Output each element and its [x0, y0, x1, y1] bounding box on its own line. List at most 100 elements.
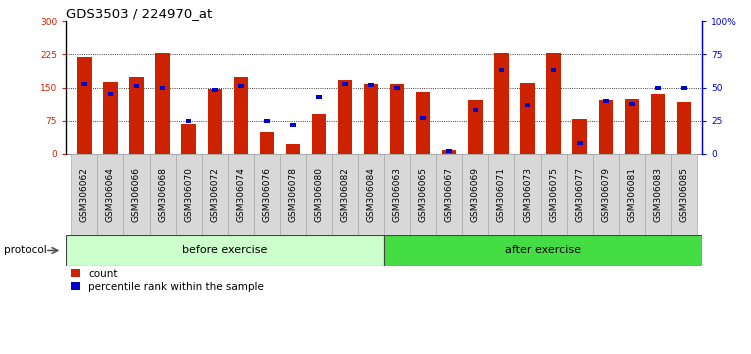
Bar	[129, 76, 143, 154]
FancyBboxPatch shape	[593, 154, 619, 235]
Text: GSM306084: GSM306084	[366, 167, 376, 222]
Text: after exercise: after exercise	[505, 245, 581, 256]
Text: GSM306068: GSM306068	[158, 167, 167, 222]
Bar	[390, 84, 404, 154]
Bar	[421, 116, 426, 120]
FancyBboxPatch shape	[514, 154, 541, 235]
Bar	[625, 99, 639, 154]
Bar	[160, 86, 165, 90]
FancyBboxPatch shape	[645, 154, 671, 235]
Bar	[212, 88, 218, 92]
Legend: count, percentile rank within the sample: count, percentile rank within the sample	[71, 269, 264, 292]
Text: GSM306072: GSM306072	[210, 167, 219, 222]
Bar	[264, 119, 270, 123]
Bar	[442, 150, 457, 154]
Bar	[494, 53, 508, 154]
Bar	[185, 119, 192, 123]
FancyBboxPatch shape	[566, 154, 593, 235]
Bar	[655, 86, 661, 90]
Bar	[681, 86, 687, 90]
Bar	[312, 114, 326, 154]
Bar	[103, 82, 118, 154]
FancyBboxPatch shape	[202, 154, 228, 235]
Text: GSM306069: GSM306069	[471, 167, 480, 222]
Bar	[677, 102, 691, 154]
Bar	[260, 132, 274, 154]
Bar	[550, 68, 556, 72]
Bar	[338, 80, 352, 154]
FancyBboxPatch shape	[541, 154, 566, 235]
Bar	[316, 95, 322, 99]
Text: GSM306075: GSM306075	[549, 167, 558, 222]
FancyBboxPatch shape	[488, 154, 514, 235]
Bar	[472, 108, 478, 112]
Bar	[603, 99, 608, 103]
Bar	[520, 83, 535, 154]
Text: GSM306066: GSM306066	[132, 167, 141, 222]
Bar	[290, 123, 296, 127]
Text: GSM306080: GSM306080	[315, 167, 324, 222]
Text: GSM306076: GSM306076	[262, 167, 271, 222]
FancyBboxPatch shape	[149, 154, 176, 235]
FancyBboxPatch shape	[66, 235, 385, 266]
Bar	[468, 99, 483, 154]
Bar	[572, 120, 587, 154]
FancyBboxPatch shape	[619, 154, 645, 235]
Text: GSM306078: GSM306078	[288, 167, 297, 222]
Text: GSM306073: GSM306073	[523, 167, 532, 222]
FancyBboxPatch shape	[332, 154, 358, 235]
FancyBboxPatch shape	[254, 154, 280, 235]
FancyBboxPatch shape	[228, 154, 254, 235]
Bar	[81, 82, 87, 86]
FancyBboxPatch shape	[306, 154, 332, 235]
Text: GDS3503 / 224970_at: GDS3503 / 224970_at	[66, 7, 213, 20]
Bar	[182, 124, 196, 154]
Bar	[207, 89, 222, 154]
FancyBboxPatch shape	[671, 154, 697, 235]
Text: GSM306067: GSM306067	[445, 167, 454, 222]
Bar	[547, 53, 561, 154]
Bar	[364, 84, 379, 154]
Text: before exercise: before exercise	[182, 245, 268, 256]
Bar	[629, 102, 635, 105]
Text: GSM306074: GSM306074	[237, 167, 246, 222]
Bar	[234, 77, 248, 154]
FancyBboxPatch shape	[280, 154, 306, 235]
Bar	[499, 68, 505, 72]
Bar	[577, 141, 583, 145]
Text: GSM306071: GSM306071	[497, 167, 506, 222]
Text: GSM306083: GSM306083	[653, 167, 662, 222]
Text: GSM306065: GSM306065	[419, 167, 428, 222]
FancyBboxPatch shape	[436, 154, 463, 235]
Text: GSM306085: GSM306085	[680, 167, 689, 222]
FancyBboxPatch shape	[385, 154, 410, 235]
Text: protocol: protocol	[4, 245, 47, 256]
FancyBboxPatch shape	[71, 154, 98, 235]
Text: GSM306070: GSM306070	[184, 167, 193, 222]
FancyBboxPatch shape	[410, 154, 436, 235]
Bar	[525, 103, 530, 107]
FancyBboxPatch shape	[98, 154, 123, 235]
Text: GSM306082: GSM306082	[340, 167, 349, 222]
Bar	[342, 82, 348, 86]
FancyBboxPatch shape	[358, 154, 385, 235]
Bar	[238, 84, 243, 88]
Text: GSM306064: GSM306064	[106, 167, 115, 222]
Bar	[285, 144, 300, 154]
Text: GSM306079: GSM306079	[602, 167, 611, 222]
Text: GSM306062: GSM306062	[80, 167, 89, 222]
FancyBboxPatch shape	[463, 154, 488, 235]
Bar	[650, 94, 665, 154]
FancyBboxPatch shape	[123, 154, 149, 235]
Bar	[155, 53, 170, 154]
Bar	[599, 99, 613, 154]
Text: GSM306063: GSM306063	[393, 167, 402, 222]
Bar	[107, 92, 113, 96]
Bar	[446, 149, 452, 153]
Bar	[394, 86, 400, 90]
Bar	[416, 92, 430, 154]
Bar	[134, 84, 140, 88]
FancyBboxPatch shape	[385, 235, 702, 266]
Text: GSM306077: GSM306077	[575, 167, 584, 222]
FancyBboxPatch shape	[176, 154, 202, 235]
